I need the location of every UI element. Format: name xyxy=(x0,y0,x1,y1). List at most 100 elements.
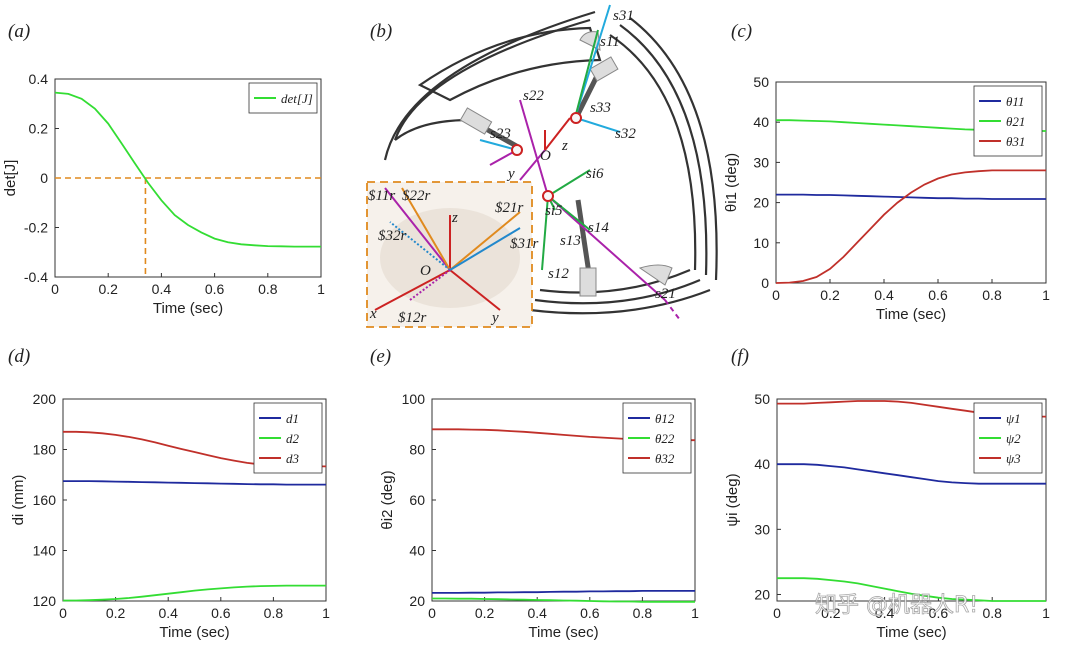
y-tick-label: 200 xyxy=(33,391,57,407)
y-tick-label: 30 xyxy=(753,154,769,170)
x-tick-label: 0 xyxy=(772,287,780,303)
inset-label-s22r: $22r xyxy=(402,188,431,204)
y-tick-label: 30 xyxy=(754,521,770,537)
x-tick-label: 0.2 xyxy=(98,281,118,297)
x-tick-label: 0.4 xyxy=(874,287,894,303)
y-tick-label: 20 xyxy=(754,586,770,602)
label-y: y xyxy=(506,166,515,182)
label-z: z xyxy=(561,138,568,154)
y-tick-label: 60 xyxy=(409,492,425,508)
y-tick-label: -0.4 xyxy=(24,269,48,285)
x-tick-label: 1 xyxy=(691,605,699,621)
x-tick-label: 0.6 xyxy=(211,605,231,621)
legend-entry: d1 xyxy=(286,411,299,426)
series-line-d1 xyxy=(63,480,326,486)
x-tick-label: 0.8 xyxy=(258,281,278,297)
inset-frame: $11r $22r $21r $31r $32r $12r z O x y xyxy=(366,181,539,328)
x-tick-label: 0.8 xyxy=(982,287,1002,303)
label-s31: s31 xyxy=(613,8,634,24)
x-tick-label: 0 xyxy=(428,605,436,621)
y-axis-label: ψi (deg) xyxy=(724,473,741,526)
legend-entry: θ12 xyxy=(655,411,675,426)
x-tick-label: 0.4 xyxy=(875,605,895,621)
watermark: 知乎 @机器人R! xyxy=(815,593,978,618)
inset-label-s31r: $31r xyxy=(510,236,539,252)
x-tick-label: 0.8 xyxy=(982,605,1002,621)
y-tick-label: 120 xyxy=(33,593,57,609)
label-si5: si5 xyxy=(545,203,563,219)
x-tick-label: 0.2 xyxy=(821,605,841,621)
y-tick-label: 160 xyxy=(33,492,57,508)
x-tick-label: 1 xyxy=(322,605,330,621)
legend-entry: d3 xyxy=(286,451,300,466)
label-s32: s32 xyxy=(615,126,636,142)
panel-label-b: (b) xyxy=(370,21,392,42)
label-s22: s22 xyxy=(523,88,544,104)
x-tick-label: 1 xyxy=(1042,287,1050,303)
x-tick-label: 1 xyxy=(317,281,325,297)
x-tick-label: 0.2 xyxy=(820,287,840,303)
y-tick-label: 50 xyxy=(753,74,769,90)
x-axis-label: Time (sec) xyxy=(876,306,946,323)
screw-axes xyxy=(479,4,681,321)
inset-label-s12r: $12r xyxy=(398,310,427,326)
chart-d-i: 0 0.2 0.4 0.6 0.8 1 120 140 160 180 200 Time (sec) d… xyxy=(10,391,330,641)
inset-label-x: x xyxy=(369,306,377,322)
label-s14: s14 xyxy=(588,220,609,236)
label-s13: s13 xyxy=(560,233,581,249)
panel-label-d: (d) xyxy=(8,346,30,367)
x-tick-label: 0.6 xyxy=(928,287,948,303)
y-tick-label: -0.2 xyxy=(24,220,48,236)
y-tick-label: 0.2 xyxy=(29,121,49,137)
diagram-labels: s31 s11 s22 s33 s32 s23 O z y si6 si5 s1… xyxy=(490,8,676,302)
y-axis-label: det[J] xyxy=(2,160,19,197)
series-line-det[J] xyxy=(54,91,321,248)
legend-entry: θ11 xyxy=(1006,94,1024,109)
x-tick-label: 0.4 xyxy=(158,605,178,621)
y-tick-label: 180 xyxy=(33,442,57,458)
inset-label-z: z xyxy=(451,210,458,226)
legend-entry: d2 xyxy=(286,431,300,446)
label-s12: s12 xyxy=(548,266,569,282)
series-line-d2 xyxy=(63,584,326,602)
x-axis-label: Time (sec) xyxy=(876,624,946,641)
y-axis-label: θi1 (deg) xyxy=(723,153,740,212)
mechanism-diagram: s31 s11 s22 s33 s32 s23 O z y si6 si5 s1… xyxy=(366,4,718,328)
x-tick-label: 1 xyxy=(1042,605,1050,621)
legend-entry: θ31 xyxy=(1006,134,1025,149)
y-tick-label: 140 xyxy=(33,543,57,559)
label-s33: s33 xyxy=(590,100,611,116)
legend-entry: θ22 xyxy=(655,431,675,446)
x-axis-label: Time (sec) xyxy=(159,624,229,641)
inset-label-y: y xyxy=(490,310,499,326)
y-tick-label: 40 xyxy=(753,114,769,130)
y-tick-label: 0 xyxy=(40,170,48,186)
y-tick-label: 100 xyxy=(402,391,426,407)
inset-label-s11r: $11r xyxy=(368,188,395,204)
x-tick-label: 0.2 xyxy=(106,605,126,621)
joint-centers xyxy=(511,112,582,202)
chart-psi-i: 0 0.2 0.4 0.6 0.8 1 20 30 40 50 Time (sec) ψi (deg)… xyxy=(724,391,1050,641)
inset-label-s32r: $32r xyxy=(378,228,407,244)
y-tick-label: 0 xyxy=(761,275,769,291)
x-tick-label: 0 xyxy=(773,605,781,621)
panel-label-a: (a) xyxy=(8,21,30,42)
y-axis-label: di (mm) xyxy=(10,475,27,526)
series-line-θ22 xyxy=(432,597,695,603)
legend-entry: ψ2 xyxy=(1006,431,1021,446)
series-line-ψ2 xyxy=(777,577,1046,602)
legend-entry: det[J] xyxy=(281,91,313,106)
panel-label-c: (c) xyxy=(731,21,752,42)
y-tick-label: 40 xyxy=(754,456,770,472)
y-tick-label: 20 xyxy=(409,593,425,609)
chart-det-j: 0 0.2 0.4 0.6 0.8 1 -0.4 -0.2 0 0.2 0.4 Time (sec) d… xyxy=(2,71,325,317)
y-tick-label: 10 xyxy=(753,235,769,251)
x-tick-label: 0 xyxy=(59,605,67,621)
legend-entry: θ32 xyxy=(655,451,675,466)
legend-entry: ψ3 xyxy=(1006,451,1021,466)
x-tick-label: 0 xyxy=(51,281,59,297)
label-s11: s11 xyxy=(600,34,620,50)
panel-label-e: (e) xyxy=(370,346,391,367)
